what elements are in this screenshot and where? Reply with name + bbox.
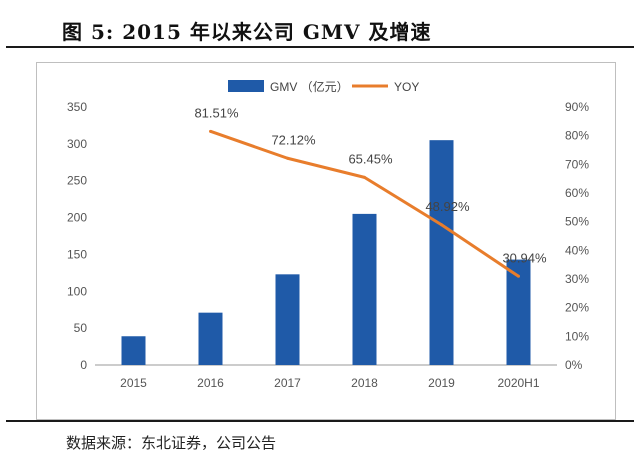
yoy-data-label: 48.92% [425, 199, 470, 214]
chart-legend: GMV （亿元） YOY [228, 79, 419, 94]
y-right-tick-label: 40% [565, 243, 589, 257]
x-tick-label: 2018 [351, 376, 378, 390]
x-tick-label: 2019 [428, 376, 455, 390]
y-left-tick-label: 100 [67, 284, 87, 298]
y-left-tick-label: 0 [80, 358, 87, 372]
line-yoy-point-2 [286, 156, 289, 160]
y-left-tick-label: 350 [67, 100, 87, 114]
combo-chart: GMV （亿元） YOY 0 50 100 150 200 250 300 350 0% 10%… [67, 79, 589, 390]
y-right-tick-label: 70% [565, 157, 589, 171]
line-yoy-point-5 [517, 274, 520, 278]
y-left-tick-label: 300 [67, 137, 87, 151]
y-right-tick-label: 30% [565, 272, 589, 286]
x-axis: 2015 2016 2017 2018 2019 2020H1 [120, 376, 540, 390]
y-right-tick-label: 0% [565, 358, 583, 372]
line-yoy-point-1 [209, 129, 212, 133]
bar-gmv-2017 [275, 274, 300, 365]
line-yoy-point-3 [363, 175, 366, 179]
yoy-data-label: 81.51% [194, 105, 239, 120]
bar-gmv-2019 [429, 140, 454, 365]
y-right-tick-label: 10% [565, 329, 589, 343]
bar-series-gmv [121, 140, 531, 365]
y-left-tick-label: 150 [67, 247, 87, 261]
y-right-tick-label: 90% [565, 100, 589, 114]
figure-title: 图 5: 2015 年以来公司 GMV 及增速 [62, 20, 432, 44]
y-left-tick-label: 50 [74, 321, 88, 335]
x-tick-label: 2020H1 [497, 376, 539, 390]
y-axis-left: 0 50 100 150 200 250 300 350 [67, 100, 87, 372]
x-tick-label: 2015 [120, 376, 147, 390]
y-axis-right: 0% 10% 20% 30% 40% 50% 60% 70% 80% 90% [565, 100, 589, 372]
legend-swatch-gmv [228, 80, 264, 92]
y-right-tick-label: 60% [565, 186, 589, 200]
bar-gmv-2018 [352, 213, 377, 365]
yoy-data-label: 30.94% [502, 250, 547, 265]
y-right-tick-label: 50% [565, 215, 589, 229]
bar-gmv-2016 [198, 312, 223, 365]
y-left-tick-label: 250 [67, 174, 87, 188]
y-right-tick-label: 20% [565, 301, 589, 315]
x-tick-label: 2016 [197, 376, 224, 390]
bar-gmv-2015 [121, 336, 146, 365]
legend-label-yoy: YOY [394, 80, 419, 94]
x-tick-label: 2017 [274, 376, 301, 390]
figure-footer: 数据来源：东北证券，公司公告 [6, 420, 634, 467]
y-right-tick-label: 80% [565, 129, 589, 143]
legend-label-gmv: GMV （亿元） [270, 79, 349, 94]
chart-container: GMV （亿元） YOY 0 50 100 150 200 250 300 350 0% 10%… [36, 62, 616, 420]
yoy-data-label: 72.12% [271, 132, 316, 147]
line-series-yoy [209, 129, 520, 278]
line-yoy-point-4 [440, 223, 443, 227]
figure-source: 数据来源：东北证券，公司公告 [66, 434, 277, 452]
yoy-data-label: 65.45% [348, 151, 393, 166]
figure-header: 图 5: 2015 年以来公司 GMV 及增速 [6, 6, 634, 48]
data-labels-yoy: 81.51% 72.12% 65.45% 48.92% 30.94% [194, 105, 547, 265]
y-left-tick-label: 200 [67, 211, 87, 225]
